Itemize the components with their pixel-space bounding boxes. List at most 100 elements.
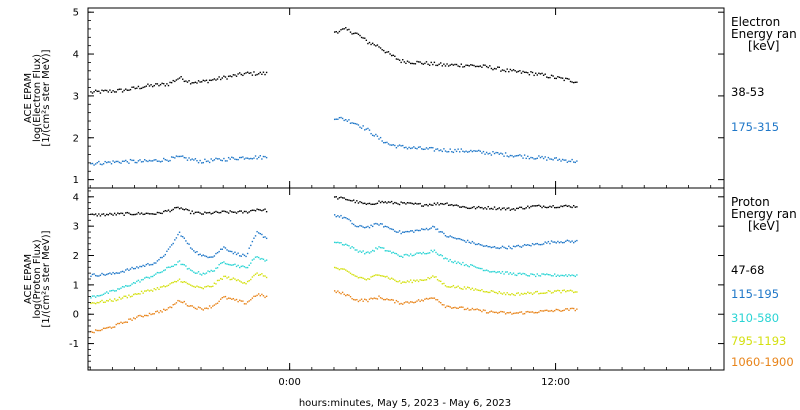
data-point <box>220 277 222 280</box>
data-point <box>457 285 459 287</box>
data-point <box>231 264 233 266</box>
data-point <box>356 298 358 301</box>
data-point <box>231 298 233 300</box>
data-point <box>449 306 451 308</box>
data-point <box>525 157 527 160</box>
data-point <box>212 212 214 215</box>
data-point <box>378 200 380 202</box>
data-point <box>421 228 423 230</box>
data-point <box>440 280 442 283</box>
data-point <box>542 157 545 160</box>
data-point <box>140 290 143 293</box>
data-point <box>474 288 477 290</box>
data-point <box>151 263 154 266</box>
data-point <box>516 312 518 314</box>
data-point <box>216 251 219 254</box>
data-point <box>397 301 399 303</box>
data-point <box>378 274 380 276</box>
data-point <box>169 266 171 269</box>
data-point <box>470 309 472 311</box>
data-point <box>375 203 377 205</box>
data-point <box>150 160 152 162</box>
data-point <box>167 284 170 287</box>
data-point <box>345 294 347 297</box>
data-point <box>563 79 565 82</box>
data-point <box>519 272 521 274</box>
data-point <box>258 293 260 295</box>
data-point <box>229 250 231 253</box>
data-point <box>205 285 208 288</box>
data-point <box>550 74 553 77</box>
data-point <box>126 211 129 214</box>
data-point <box>349 31 352 33</box>
data-point <box>455 307 458 309</box>
data-point <box>351 297 353 300</box>
data-point <box>427 205 429 207</box>
data-point <box>398 303 401 305</box>
data-point <box>379 201 382 204</box>
data-point <box>394 301 396 304</box>
data-point <box>248 158 250 160</box>
data-point <box>484 153 486 155</box>
data-point <box>384 250 387 252</box>
data-point <box>409 253 412 255</box>
data-point <box>557 289 559 292</box>
data-point <box>337 198 339 200</box>
data-point <box>164 253 167 256</box>
data-point <box>121 322 124 324</box>
data-point <box>134 293 136 295</box>
data-point <box>161 212 163 215</box>
data-point <box>118 322 121 325</box>
data-point <box>259 273 261 276</box>
data-point <box>364 129 366 131</box>
data-point <box>261 73 263 76</box>
data-point <box>265 237 268 240</box>
data-point <box>565 308 567 310</box>
data-point <box>387 277 390 279</box>
data-point <box>367 251 369 253</box>
data-point <box>520 155 523 157</box>
data-point <box>409 62 412 65</box>
data-point <box>254 210 257 212</box>
data-point <box>180 301 182 303</box>
data-point <box>574 206 576 208</box>
data-point <box>485 312 488 314</box>
data-point <box>177 233 179 236</box>
data-point <box>544 206 546 209</box>
data-point <box>158 160 160 162</box>
data-point <box>569 289 572 291</box>
data-point <box>349 220 352 222</box>
data-point <box>558 241 561 244</box>
data-point <box>132 159 135 162</box>
panel-frame-proton <box>87 187 725 371</box>
data-point <box>112 160 114 162</box>
data-point <box>553 290 556 292</box>
data-point <box>215 283 217 285</box>
data-point <box>218 263 220 266</box>
data-point <box>542 205 545 207</box>
data-point <box>485 151 488 154</box>
data-point <box>343 268 345 270</box>
data-point <box>481 310 483 313</box>
data-point <box>413 279 415 281</box>
data-point <box>378 224 380 226</box>
data-point <box>561 274 564 277</box>
data-point <box>163 210 165 213</box>
data-point <box>452 307 455 309</box>
data-point <box>115 290 117 292</box>
data-point <box>202 254 205 256</box>
data-point <box>140 279 143 281</box>
data-point <box>509 68 512 71</box>
data-point <box>142 213 144 216</box>
data-point <box>519 206 521 208</box>
data-point <box>120 298 122 300</box>
data-point <box>359 224 361 227</box>
data-point <box>457 148 459 150</box>
data-point <box>218 300 220 303</box>
data-point <box>113 272 116 275</box>
data-point <box>455 262 458 265</box>
data-point <box>185 303 187 305</box>
data-point <box>471 287 474 290</box>
data-point <box>207 256 209 259</box>
data-point <box>164 85 167 87</box>
